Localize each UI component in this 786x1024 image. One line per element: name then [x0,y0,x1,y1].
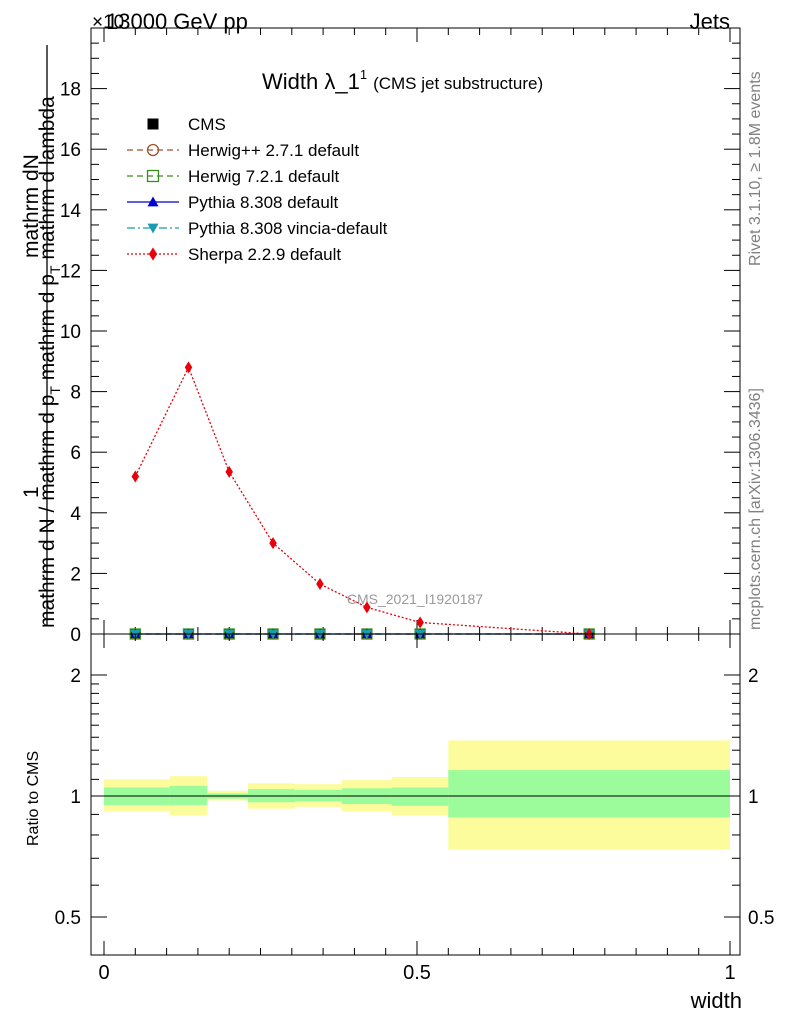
main-y-tick-label: 10 [60,322,81,343]
jets-label: Jets [690,9,730,34]
legend-label: Sherpa 2.2.9 default [188,245,341,264]
x-axis-label: width [690,988,742,1013]
ratio-bands [104,740,730,850]
main-y-tick-label: 4 [70,504,81,525]
ratio-inner-band [391,787,449,806]
ylabel-numerator: mathrm dN [20,154,43,258]
ratio-y-tick-label-right: 1 [748,787,759,808]
ylabel-end: mathrm d lambda [36,96,59,266]
ratio-y-ticks: 0.5 0.5 1 1 2 2 [55,666,775,929]
ratio-x-tick-label: 1 [724,962,735,984]
ratio-inner-band [448,770,730,818]
main-y-tick-label: 2 [70,564,81,585]
main-y-tick-label: 8 [70,383,81,404]
ratio-panel-frame [90,633,741,956]
process-label: 13000 GeV pp [106,9,248,34]
ylabel-prefix-one: 1 [20,486,43,498]
ylabel-main: mathrm d N / mathrm d p [36,395,59,628]
chart-title: Width λ_11 (CMS jet substructure) [262,67,543,94]
title-sub: (CMS jet substructure) [373,74,543,93]
legend-marker [147,196,159,207]
ratio-x-tick-label: 0.5 [403,962,431,984]
main-y-tick-label: 0 [70,625,81,646]
data-point [269,537,277,550]
title-main: Width λ_1 [262,69,360,94]
ratio-y-tick-label-left: 2 [70,666,81,687]
ylabel-sub-1: T [47,386,63,395]
ratio-y-tick-label-right: 0.5 [748,908,774,929]
legend: CMS Herwig++ 2.7.1 default Herwig 7.2.1 de… [127,115,388,264]
main-y-tick-label: 14 [60,201,82,222]
legend-label: Herwig 7.2.1 default [188,167,339,186]
ratio-inner-band [169,785,208,805]
ylabel-sub-2: T [47,265,63,274]
legend-label: CMS [188,115,226,134]
ratio-x-ticks: 0 0.5 1 [98,634,736,984]
main-y-axis-label: mathrm dN 1 mathrm d N / mathrm d pT mat… [20,45,63,628]
legend-label: Pythia 8.308 default [188,193,339,212]
legend-marker [147,118,159,130]
legend-marker [146,143,160,157]
legend-label: Herwig++ 2.7.1 default [188,141,359,160]
data-point [184,361,193,374]
main-y-tick-label: 18 [60,80,81,101]
ratio-y-axis-label: Ratio to CMS [25,751,42,846]
data-point [316,578,324,591]
mcplots-label: mcplots.cern.ch [arXiv:1306.3436] [747,388,764,630]
title-sup: 1 [360,67,367,82]
data-point [363,601,371,614]
main-y-tick-label: 16 [60,140,81,161]
ratio-y-tick-label-left: 1 [70,787,81,808]
ylabel-denominator: mathrm d N / mathrm d pT mathrm d pT mat… [36,96,63,628]
legend-marker [146,169,160,183]
data-point [131,470,140,483]
analysis-watermark: CMS_2021_I1920187 [347,591,483,607]
main-y-tick-label: 12 [60,261,81,282]
series-line [134,365,590,635]
ratio-x-tick-label: 0 [98,962,109,984]
main-y-ticks: 0 2 4 6 8 10 12 14 16 18 [60,42,740,646]
data-point [225,465,233,478]
legend-marker [148,247,158,261]
legend-marker [147,223,159,234]
legend-label: Pythia 8.308 vincia-default [188,219,388,238]
ratio-y-tick-label-right: 2 [748,666,759,687]
main-y-tick-label: 6 [70,443,81,464]
ylabel-middle: mathrm d p [36,274,59,386]
rivet-label: Rivet 3.1.10, ≥ 1.8M events [747,71,764,266]
data-point [416,616,424,629]
ratio-y-tick-label-left: 0.5 [55,908,81,929]
